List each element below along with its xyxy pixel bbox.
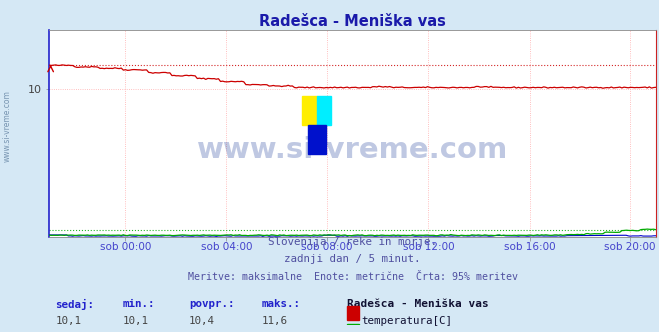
Text: maks.:: maks.: [262, 299, 301, 309]
Text: 10,1: 10,1 [55, 316, 82, 326]
Text: sedaj:: sedaj: [55, 299, 94, 310]
Text: temperatura[C]: temperatura[C] [362, 316, 453, 326]
Title: Radešca - Meniška vas: Radešca - Meniška vas [259, 14, 446, 29]
Text: Meritve: maksimalne  Enote: metrične  Črta: 95% meritev: Meritve: maksimalne Enote: metrične Črta… [188, 272, 517, 282]
Text: povpr.:: povpr.: [189, 299, 235, 309]
Text: 10,1: 10,1 [122, 316, 148, 326]
Text: zadnji dan / 5 minut.: zadnji dan / 5 minut. [284, 254, 421, 265]
Bar [318, 96, 331, 125]
Text: Radešca - Meniška vas: Radešca - Meniška vas [347, 299, 488, 309]
Text: www.si-vreme.com: www.si-vreme.com [197, 136, 508, 164]
Text: Slovenija / reke in morje.: Slovenija / reke in morje. [268, 237, 437, 247]
Text: 10,4: 10,4 [189, 316, 215, 326]
Text: www.si-vreme.com: www.si-vreme.com [3, 90, 12, 162]
Text: min.:: min.: [122, 299, 155, 309]
Text: 11,6: 11,6 [262, 316, 287, 326]
Bar [347, 306, 358, 320]
Bar [302, 96, 318, 125]
Bar [308, 125, 326, 154]
Bar [347, 324, 358, 332]
